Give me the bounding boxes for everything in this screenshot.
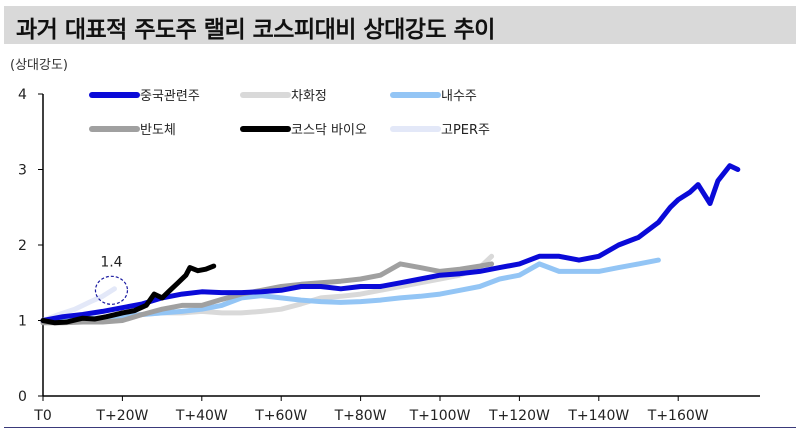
x-tick-label: T+120W	[488, 408, 550, 424]
y-tick-label: 0	[18, 389, 27, 405]
legend-label: 코스닥 바이오	[291, 123, 367, 138]
chart-title: 과거 대표적 주도주 랠리 코스피대비 상대강도 추이	[16, 17, 495, 43]
annotation-circle	[94, 275, 129, 305]
title-bar: 과거 대표적 주도주 랠리 코스피대비 상대강도 추이	[4, 6, 796, 44]
series-line-코스닥 바이오	[40, 263, 217, 326]
y-tick-label: 1	[18, 314, 27, 330]
series-line-반도체	[40, 261, 495, 326]
legend-label: 중국관련주	[140, 89, 200, 104]
x-tick-label: T+40W	[175, 408, 228, 424]
series-line-중국관련주	[40, 163, 741, 323]
y-tick-label: 2	[18, 238, 27, 254]
x-tick-label: T+140W	[567, 408, 629, 424]
x-tick-label: T+160W	[647, 408, 709, 424]
y-tick-label: 4	[18, 87, 27, 103]
legend-label: 반도체	[140, 123, 176, 138]
x-tick-label: T+60W	[254, 408, 307, 424]
legend-label: 차화정	[291, 89, 327, 104]
legend-label: 내수주	[441, 89, 477, 104]
bottom-divider	[4, 427, 796, 428]
legend-label: 고PER주	[441, 123, 490, 138]
annotation-label: 1.4	[100, 254, 122, 270]
series-line-내수주	[40, 257, 661, 323]
x-tick-label: T+20W	[95, 408, 148, 424]
x-tick-label: T+100W	[409, 408, 471, 424]
y-axis-label: (상대강도)	[10, 58, 68, 73]
x-tick-label: T0	[33, 408, 51, 424]
y-tick-label: 3	[18, 163, 27, 179]
x-tick-label: T+80W	[334, 408, 387, 424]
